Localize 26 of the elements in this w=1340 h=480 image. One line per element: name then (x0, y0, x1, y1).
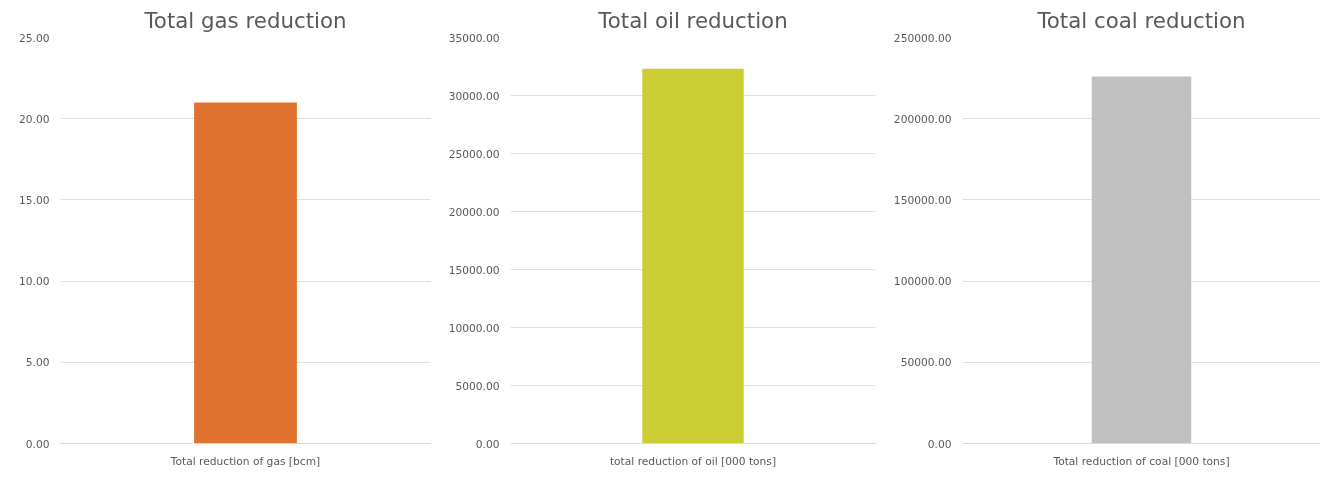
y-tick-label: 0.00 (25, 437, 50, 451)
y-tick-label: 25.00 (18, 31, 50, 45)
chart-title: Total gas reduction (143, 7, 347, 33)
y-tick-label: 15.00 (18, 193, 50, 207)
y-tick-label: 200000.00 (893, 112, 952, 126)
x-tick-label: total reduction of oil [000 tons] (609, 454, 777, 468)
y-tick-label: 20000.00 (448, 205, 500, 219)
y-tick-label: 15000.00 (448, 263, 500, 277)
x-tick-label: Total reduction of coal [000 tons] (1052, 454, 1230, 468)
y-tick-label: 0.00 (927, 437, 952, 451)
y-tick-label: 5000.00 (455, 379, 500, 393)
y-tick-label: 30000.00 (448, 89, 500, 103)
y-tick-label: 25000.00 (448, 147, 500, 161)
y-tick-label: 100000.00 (893, 275, 952, 289)
y-tick-label: 35000.00 (448, 31, 500, 45)
y-tick-label: 50000.00 (900, 356, 952, 370)
y-tick-label: 20.00 (18, 112, 50, 126)
y-tick-label: 5.00 (25, 356, 50, 370)
y-tick-label: 250000.00 (893, 31, 952, 45)
y-tick-label: 10.00 (18, 275, 50, 289)
y-tick-label: 150000.00 (893, 193, 952, 207)
y-tick-label: 0.00 (475, 437, 500, 451)
chart-title: Total oil reduction (597, 7, 788, 33)
chart-title: Total coal reduction (1036, 7, 1246, 33)
y-tick-label: 10000.00 (448, 321, 500, 335)
x-tick-label: Total reduction of gas [bcm] (169, 454, 321, 468)
